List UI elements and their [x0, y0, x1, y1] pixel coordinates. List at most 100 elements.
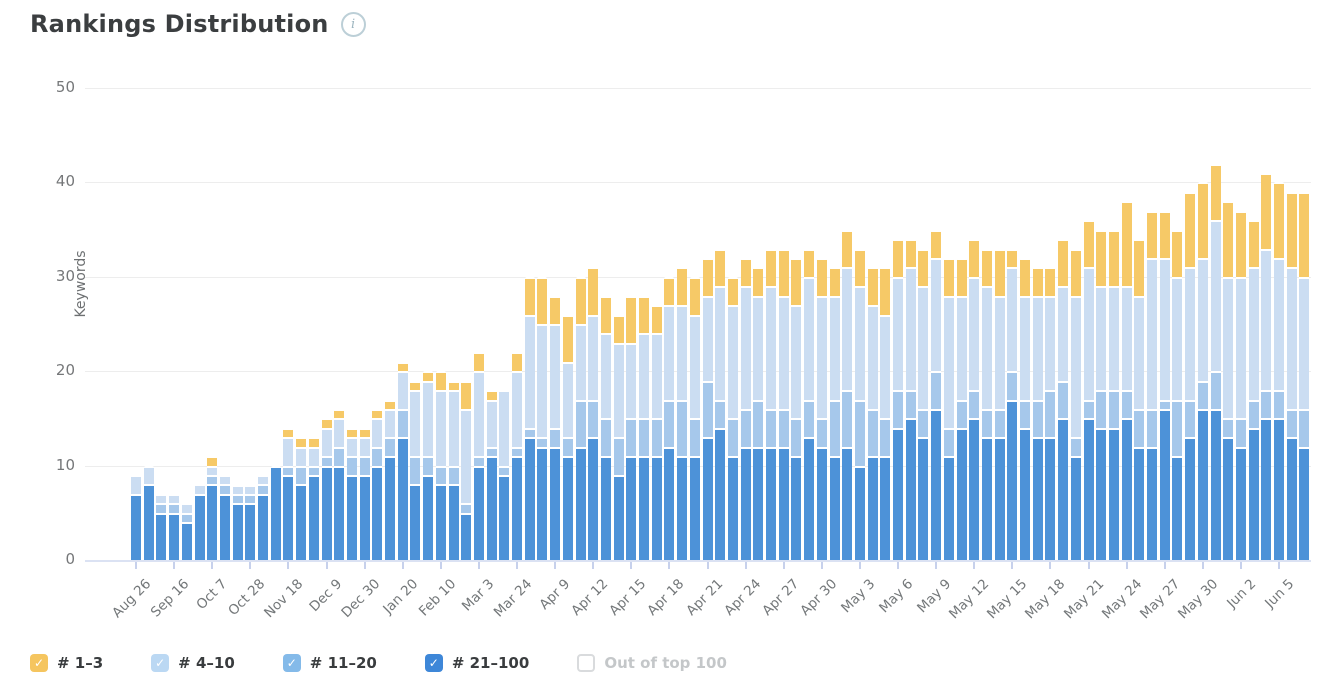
bar-oct-28[interactable]: [245, 484, 256, 560]
bar-sep-23[interactable]: [181, 503, 192, 560]
bar-nov-11[interactable]: [270, 465, 281, 560]
bar-nov-18[interactable]: [283, 427, 294, 560]
bar-may-15[interactable]: [1007, 248, 1018, 560]
bar-may-21[interactable]: [1083, 220, 1094, 560]
bar-may-24[interactable]: [1121, 201, 1132, 560]
bar-feb-3[interactable]: [423, 371, 434, 560]
bar-apr-24[interactable]: [740, 257, 751, 560]
bar-jun-2[interactable]: [1235, 210, 1246, 560]
bar-apr-30[interactable]: [816, 257, 827, 560]
checked-checkbox-icon[interactable]: ✓: [282, 654, 301, 672]
bar-aug-26[interactable]: [131, 475, 141, 560]
bar-apr-12[interactable]: [588, 267, 599, 560]
checked-checkbox-icon[interactable]: ✓: [151, 654, 170, 672]
legend-item-21–100[interactable]: ✓ # 21–100: [424, 654, 529, 672]
bar-may-10[interactable]: [943, 257, 954, 560]
bar-may-20[interactable]: [1070, 248, 1081, 560]
bar-oct-21[interactable]: [232, 484, 243, 560]
bar-may-6[interactable]: [893, 239, 903, 560]
bar-jun-7[interactable]: [1299, 191, 1310, 560]
bar-may-16[interactable]: [1020, 257, 1030, 560]
bar-jun-3[interactable]: [1248, 220, 1259, 560]
bar-may-17[interactable]: [1032, 267, 1043, 560]
legend-item-outoftop100[interactable]: Out of top 100: [577, 654, 727, 672]
bar-may-9[interactable]: [931, 229, 942, 560]
bar-jun-5[interactable]: [1274, 182, 1284, 560]
bar-apr-16[interactable]: [639, 295, 649, 560]
checked-checkbox-icon[interactable]: ✓: [30, 654, 48, 672]
bar-apr-27[interactable]: [778, 248, 789, 560]
bar-apr-15[interactable]: [626, 295, 637, 560]
bar-oct-14[interactable]: [219, 475, 230, 560]
bar-mar-24[interactable]: [512, 352, 522, 560]
bar-may-22[interactable]: [1096, 229, 1107, 560]
bar-may-18[interactable]: [1045, 267, 1056, 560]
bar-dec-2[interactable]: [308, 437, 319, 560]
bar-apr-13[interactable]: [600, 295, 611, 560]
bar-apr-21[interactable]: [702, 257, 713, 560]
bar-sep-2[interactable]: [143, 465, 154, 560]
bar-mar-17[interactable]: [499, 390, 510, 560]
bar-may-2[interactable]: [842, 229, 853, 560]
bar-jan-27[interactable]: [410, 380, 421, 560]
bar-may-8[interactable]: [918, 248, 929, 560]
bar-may-25[interactable]: [1134, 239, 1145, 560]
bar-nov-4[interactable]: [258, 475, 268, 560]
bar-apr-26[interactable]: [766, 248, 776, 560]
bar-may-28[interactable]: [1172, 229, 1183, 560]
bar-may-19[interactable]: [1058, 239, 1069, 560]
bar-dec-23[interactable]: [346, 427, 357, 560]
bar-apr-10[interactable]: [562, 314, 573, 560]
bar-jun-6[interactable]: [1286, 191, 1297, 560]
bar-feb-10[interactable]: [435, 371, 446, 560]
bar-sep-30[interactable]: [194, 484, 205, 560]
bar-may-12[interactable]: [969, 239, 980, 560]
bar-may-1[interactable]: [829, 267, 840, 560]
bar-may-5[interactable]: [880, 267, 891, 560]
bar-apr-18[interactable]: [664, 276, 675, 560]
bar-jan-13[interactable]: [385, 399, 395, 560]
bar-mar-3[interactable]: [473, 352, 484, 560]
bar-jan-20[interactable]: [397, 361, 408, 560]
bar-apr-25[interactable]: [753, 267, 764, 560]
bar-mar-31[interactable]: [524, 276, 535, 560]
unchecked-checkbox-icon[interactable]: [577, 654, 596, 672]
bar-may-23[interactable]: [1108, 229, 1119, 560]
bar-may-14[interactable]: [994, 248, 1005, 560]
bar-apr-20[interactable]: [689, 276, 700, 560]
bar-apr-9[interactable]: [550, 295, 561, 560]
bar-may-29[interactable]: [1185, 191, 1196, 560]
info-icon[interactable]: i: [340, 11, 366, 37]
bar-oct-7[interactable]: [207, 456, 218, 560]
bar-may-3[interactable]: [854, 248, 865, 560]
checked-checkbox-icon[interactable]: ✓: [424, 654, 443, 672]
bar-apr-22[interactable]: [715, 248, 726, 560]
bar-may-11[interactable]: [956, 257, 967, 560]
bar-apr-19[interactable]: [677, 267, 688, 560]
bar-nov-25[interactable]: [296, 437, 307, 560]
legend-item-4–10[interactable]: ✓ # 4–10: [151, 654, 235, 672]
bar-may-13[interactable]: [981, 248, 992, 560]
bar-apr-11[interactable]: [575, 276, 586, 560]
bar-sep-16[interactable]: [169, 493, 180, 560]
legend-item-11–20[interactable]: ✓ # 11–20: [282, 654, 377, 672]
bar-apr-29[interactable]: [804, 248, 815, 560]
bar-dec-16[interactable]: [334, 408, 345, 560]
bar-dec-30[interactable]: [359, 427, 370, 560]
bar-feb-17[interactable]: [448, 380, 459, 560]
bar-may-30[interactable]: [1197, 182, 1208, 560]
bar-mar-10[interactable]: [486, 390, 497, 560]
bar-dec-9[interactable]: [321, 418, 332, 560]
bar-may-7[interactable]: [905, 239, 916, 560]
bar-apr-7[interactable]: [537, 276, 548, 560]
bar-may-26[interactable]: [1147, 210, 1157, 560]
bar-apr-28[interactable]: [791, 257, 802, 560]
bar-jun-1[interactable]: [1223, 201, 1234, 560]
bar-apr-14[interactable]: [613, 314, 624, 560]
bar-sep-9[interactable]: [156, 493, 167, 560]
bar-apr-23[interactable]: [727, 276, 738, 560]
bar-jun-4[interactable]: [1261, 172, 1272, 560]
legend-item-1–3[interactable]: ✓ # 1–3: [30, 654, 103, 672]
bar-may-4[interactable]: [867, 267, 878, 560]
bar-apr-17[interactable]: [651, 305, 662, 560]
